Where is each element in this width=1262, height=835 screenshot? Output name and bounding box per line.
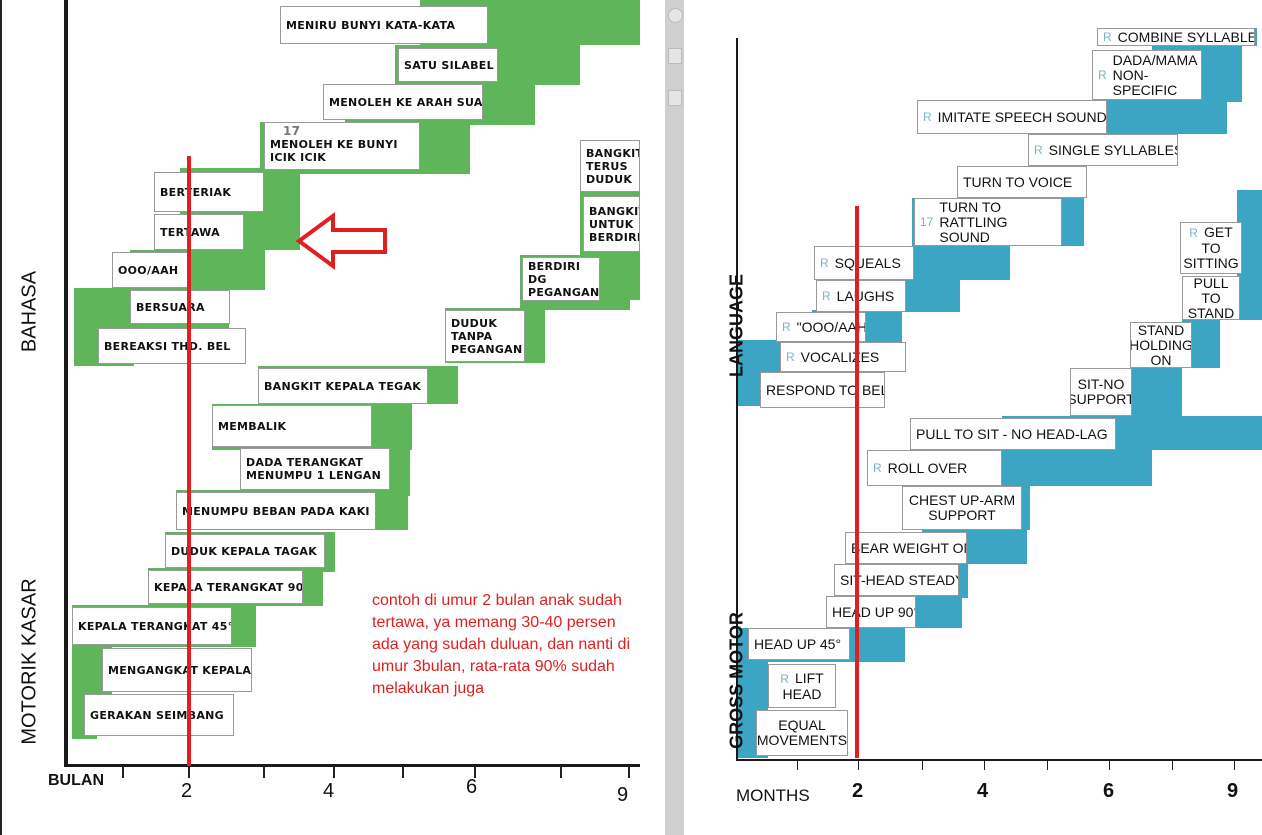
right-tick-label-6: 6 [1103,780,1115,802]
right-tick-mark-3 [922,761,923,770]
right-tick-mark-2 [858,761,859,770]
chart-item-language-1: MENIRU BUNYI KATA-KATA [280,6,488,44]
left-tick-mark-1 [122,766,124,778]
chart-item-language-3: MENOLEH KE ARAH SUARA [323,84,483,120]
right-age-marker-line [855,206,859,758]
chart-item-motor-10: KEPALA TERANGKAT 90° [148,570,303,604]
chart-item-motor-4: DUDUK TANPA PEGANGAN [445,310,525,362]
left-tick-mark-3 [263,766,265,778]
annotation-text: contoh di umur 2 bulan anak sudah tertaw… [372,592,630,697]
chart-item-motor-8: BEAR WEIGHT ON LEGS [845,532,967,564]
left-tick-mark-4 [333,766,335,778]
right-x-axis-label: MONTHS [736,786,810,805]
panel-divider [665,0,684,835]
right-chart-panel: R COMBINE SYLLABLES R DADA/MAMA NON-SPECIF… [712,0,1262,835]
chart-item-language-6: 17 TURN TO RATTLING SOUND [914,198,1062,246]
chart-item-language-2: SATU SILABEL [398,48,498,82]
chart-item-language-7: R SQUEALS [814,246,914,280]
chart-item-motor-7: DADA TERANGKAT MENUMPU 1 LENGAN [240,448,390,490]
left-chart-panel: MENIRU BUNYI KATA-KATA SATU SILABEL MENO… [0,0,640,835]
left-y-axis [64,0,68,766]
chart-item-motor-1: BANGKIT TERUS DUDUK [580,140,640,192]
left-tick-mark-6 [474,766,476,778]
chart-item-motor-1: R GET TO SITTING [1180,222,1242,274]
right-tick-mark-4 [984,761,985,770]
right-motor-axis-title: GROSS MOTOR [726,612,747,749]
chart-item-motor-3: BERDIRI DG PEGANGAN [522,257,600,301]
left-tick-mark-5 [402,766,404,778]
divider-icon-1 [668,8,683,23]
right-tick-mark-5 [1047,761,1048,770]
left-tick-mark-2 [188,766,190,778]
chart-item-motor-5: BANGKIT KEPALA TEGAK [258,368,428,404]
chart-item-motor-9: SIT-HEAD STEADY [834,564,959,596]
right-x-axis [736,759,1262,761]
right-tick-mark-6 [1109,761,1110,770]
page-number: 17 [283,124,301,138]
right-tick-label-9: 9 [1227,780,1239,802]
chart-item-motor-11: HEAD UP 45° [748,628,850,660]
left-age-marker-line [187,156,191,766]
chart-item-motor-9: DUDUK KEPALA TAGAK [165,534,325,568]
left-tick-label-2: 2 [181,780,193,802]
right-tick-mark-8 [1234,761,1235,770]
right-tick-label-4: 4 [977,780,989,802]
right-tick-mark-1 [797,761,798,770]
chart-item-motor-4: SIT-NO SUPPORT [1070,368,1132,416]
chart-item-language-4: R SINGLE SYLLABLES [1028,134,1178,166]
panel-gap [684,0,712,835]
divider-icon-2 [668,48,682,64]
chart-item-language-6: TERTAWA [154,214,244,250]
chart-item-language-11: RESPOND TO BELL [760,372,885,408]
chart-item-language-10: R VOCALIZES [780,342,906,372]
right-tick-label-2: 2 [852,780,864,802]
chart-item-motor-10: HEAD UP 90° [826,596,916,628]
left-tick-mark-8 [628,766,630,778]
right-tick-mark-7 [1172,761,1173,770]
left-border [0,0,2,835]
chart-item-language-2: R DADA/MAMA NON-SPECIFIC [1092,50,1202,100]
chart-item-motor-2: PULL TO STAND [1182,276,1240,320]
chart-item-motor-5: PULL TO SIT - NO HEAD-LAG [910,418,1116,450]
chart-item-language-9: R "OOO/AAH" [776,312,866,342]
chart-item-language-4: 17 MENOLEH KE BUNYI ICIK ICIK [264,122,420,170]
chart-item-motor-2: BANGKIT UNTUK BERDIRI [583,196,640,252]
divider-icon-3 [668,90,682,106]
chart-item-motor-3: STAND HOLDING ON [1130,322,1192,368]
chart-item-language-5: BERTERIAK [154,172,264,212]
chart-item-motor-8: MENUMPU BEBAN PADA KAKI [176,492,376,530]
chart-item-motor-7: CHEST UP-ARM SUPPORT [902,486,1022,530]
chart-item-language-3: R IMITATE SPEECH SOUNDS [917,100,1107,134]
left-tick-mark-7 [560,766,562,778]
left-language-axis-title: BAHASA [18,270,41,353]
chart-item-motor-12: MENGANGKAT KEPALA [102,648,252,692]
chart-item-motor-13: GERAKAN SEIMBANG [84,694,234,736]
chart-item-motor-6: MEMBALIK [212,405,372,447]
chart-item-language-5: TURN TO VOICE [957,166,1087,198]
chart-item-language-8: BERSUARA [130,290,230,324]
left-x-axis [64,764,640,767]
chart-item-language-1: R COMBINE SYLLABLES [1097,28,1255,46]
chart-item-language-9: BEREAKSI THD. BEL [98,328,246,364]
left-tick-label-6: 6 [466,776,478,798]
chart-item-motor-6: R ROLL OVER [867,450,1002,486]
chart-item-motor-11: KEPALA TERANGKAT 45° [72,607,232,645]
left-x-axis-label: BULAN [48,772,104,789]
chart-item-language-8: R LAUGHS [816,280,906,312]
page-number: 17 [920,214,934,229]
chart-item-motor-13: EQUAL MOVEMENTS [756,710,848,756]
chart-item-motor-12: R LIFT HEAD [768,664,836,708]
left-motor-axis-title: MOTORIK KASAR [18,578,41,745]
left-tick-label-4: 4 [323,780,335,802]
left-tick-label-9: 9 [617,784,629,806]
right-language-axis-title: LANGUAGE [726,274,747,377]
left-arrow-icon [295,212,387,270]
right-y-axis [736,38,738,760]
chart-item-language-7: OOO/AAH [112,252,190,288]
